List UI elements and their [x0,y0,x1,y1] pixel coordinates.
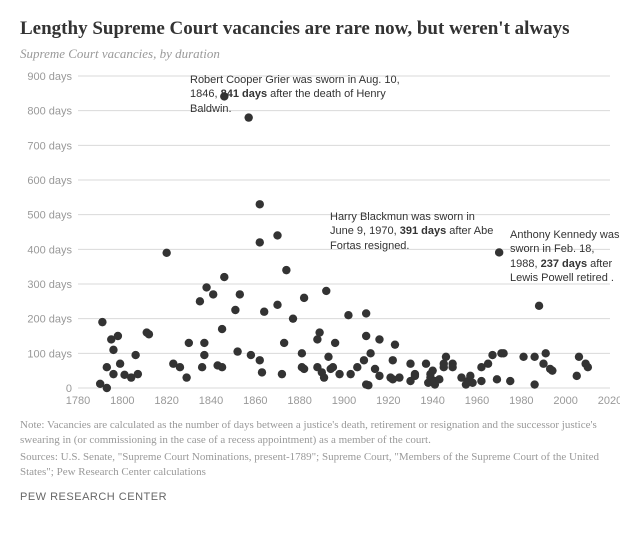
chart-note: Note: Vacancies are calculated as the nu… [20,418,620,448]
chart-subtitle: Supreme Court vacancies, by duration [20,46,620,62]
scatter-chart: 0 100 days 200 days 300 days 400 days 500 day… [20,70,620,410]
svg-text:1860: 1860 [243,395,267,407]
svg-text:700 days: 700 days [27,140,72,152]
svg-text:2000: 2000 [553,395,577,407]
svg-text:1900: 1900 [332,395,356,407]
svg-text:1940: 1940 [420,395,444,407]
annotation-kennedy: Anthony Kennedy was sworn in Feb. 18, 19… [510,228,620,285]
svg-text:1820: 1820 [154,395,178,407]
chart-sources: Sources: U.S. Senate, "Supreme Court Nom… [20,450,620,480]
footer-attribution: PEW RESEARCH CENTER [20,491,620,503]
chart-title: Lengthy Supreme Court vacancies are rare… [20,18,620,40]
svg-text:100 days: 100 days [27,348,72,360]
svg-text:800 days: 800 days [27,106,72,118]
svg-text:2020: 2020 [598,395,620,407]
svg-text:500 days: 500 days [27,210,72,222]
svg-text:300 days: 300 days [27,279,72,291]
svg-text:1960: 1960 [465,395,489,407]
svg-text:600 days: 600 days [27,175,72,187]
annotation-grier: Robert Cooper Grier was sworn in Aug. 10… [190,73,420,116]
svg-text:1920: 1920 [376,395,400,407]
svg-text:1800: 1800 [110,395,134,407]
svg-text:1980: 1980 [509,395,533,407]
svg-text:1780: 1780 [66,395,90,407]
svg-text:0: 0 [66,383,72,395]
svg-text:400 days: 400 days [27,244,72,256]
svg-text:900 days: 900 days [27,71,72,83]
svg-text:200 days: 200 days [27,314,72,326]
annotation-blackmun: Harry Blackmun was sworn in June 9, 1970… [330,210,500,253]
svg-text:1880: 1880 [287,395,311,407]
svg-text:1840: 1840 [199,395,223,407]
